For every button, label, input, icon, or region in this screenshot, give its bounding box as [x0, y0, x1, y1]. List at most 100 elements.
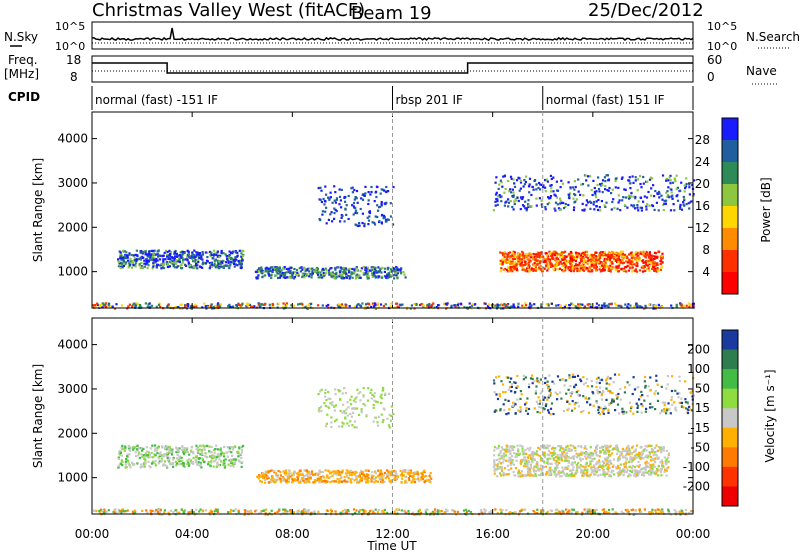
power-point [666, 190, 669, 193]
power-point [651, 177, 654, 180]
power-point [361, 221, 364, 225]
power-point [389, 305, 392, 308]
velocity-point [511, 455, 514, 458]
velocity-point [602, 412, 605, 415]
power-point [410, 304, 413, 307]
power-point [282, 276, 285, 279]
power-point [599, 270, 602, 273]
velocity-point [598, 461, 601, 464]
velocity-point [665, 449, 668, 452]
velocity-point [326, 474, 329, 477]
power-point [317, 304, 320, 307]
power-point [240, 303, 244, 306]
power-point [639, 182, 642, 186]
velocity-point [197, 449, 200, 452]
velocity-point [370, 474, 373, 477]
power-point [384, 220, 387, 223]
power-point [151, 257, 154, 260]
velocity-point [318, 471, 321, 475]
power-point [679, 205, 682, 209]
velocity-point [215, 456, 218, 459]
velocity-point [194, 458, 197, 461]
power-point [513, 254, 516, 257]
power-point [320, 200, 323, 204]
power-point [536, 253, 539, 256]
nave-label: Nave [746, 64, 777, 78]
power-point [240, 259, 243, 263]
velocity-point [580, 465, 583, 468]
velocity-point [505, 446, 508, 449]
power-point [574, 260, 578, 263]
velocity-point [257, 476, 260, 479]
velocity-point [147, 456, 150, 459]
velocity-point [407, 477, 410, 480]
power-point [565, 264, 568, 267]
velocity-point [190, 446, 193, 449]
power-point [581, 264, 585, 267]
velocity-point [596, 454, 599, 457]
velocity-point [285, 479, 288, 482]
velocity-point [196, 463, 199, 466]
power-point [508, 259, 511, 262]
power-point [549, 261, 552, 264]
power-point [134, 264, 137, 267]
velocity-point [351, 471, 354, 474]
power-point [487, 303, 491, 306]
power-point [368, 211, 372, 215]
power-point [539, 268, 542, 271]
velocity-point [411, 480, 414, 483]
velocity-point [220, 447, 223, 450]
freq-panel-frame [91, 55, 694, 83]
velocity-point [659, 461, 662, 464]
velocity-point [608, 467, 611, 470]
power-point [588, 255, 591, 259]
velocity-point [605, 452, 608, 455]
power-point [98, 303, 101, 307]
power-point [361, 198, 365, 201]
velocity-point [549, 407, 553, 410]
power-point [662, 209, 665, 212]
velocity-point [260, 480, 263, 483]
power-point [295, 268, 299, 272]
velocity-point [650, 473, 653, 476]
power-point [644, 269, 647, 272]
power-point [327, 196, 330, 200]
velocity-point [652, 465, 655, 468]
velocity-point [646, 456, 649, 459]
velocity-point [289, 472, 292, 475]
velocity-point [301, 472, 304, 475]
power-point [567, 203, 570, 207]
velocity-point [362, 473, 365, 476]
velocity-point [503, 467, 506, 470]
power-point [121, 266, 124, 269]
power-point [550, 254, 553, 257]
power-point [178, 260, 181, 264]
velocity-point [578, 394, 581, 397]
velocity-point [573, 474, 576, 477]
velocity-point [536, 461, 539, 464]
power-point [600, 254, 603, 257]
velocity-point [556, 473, 559, 476]
velocity-point [635, 469, 638, 472]
power-point [404, 276, 407, 279]
power-point [549, 251, 552, 254]
power-point [545, 178, 548, 181]
power-point [340, 216, 343, 219]
velocity-point [494, 468, 497, 471]
velocity-point [297, 474, 300, 477]
velocity-point [293, 471, 296, 474]
power-point [138, 264, 141, 267]
power-point [158, 254, 161, 257]
velocity-point [625, 471, 628, 474]
power-point [621, 255, 624, 258]
power-point [231, 252, 234, 255]
power-point [236, 264, 239, 267]
power-point [214, 266, 217, 269]
power-point [236, 254, 239, 257]
velocity-point [321, 470, 324, 474]
power-point [129, 257, 132, 260]
power-point [285, 271, 288, 274]
power-point [508, 256, 511, 259]
velocity-point [215, 447, 218, 451]
power-point [297, 273, 300, 276]
